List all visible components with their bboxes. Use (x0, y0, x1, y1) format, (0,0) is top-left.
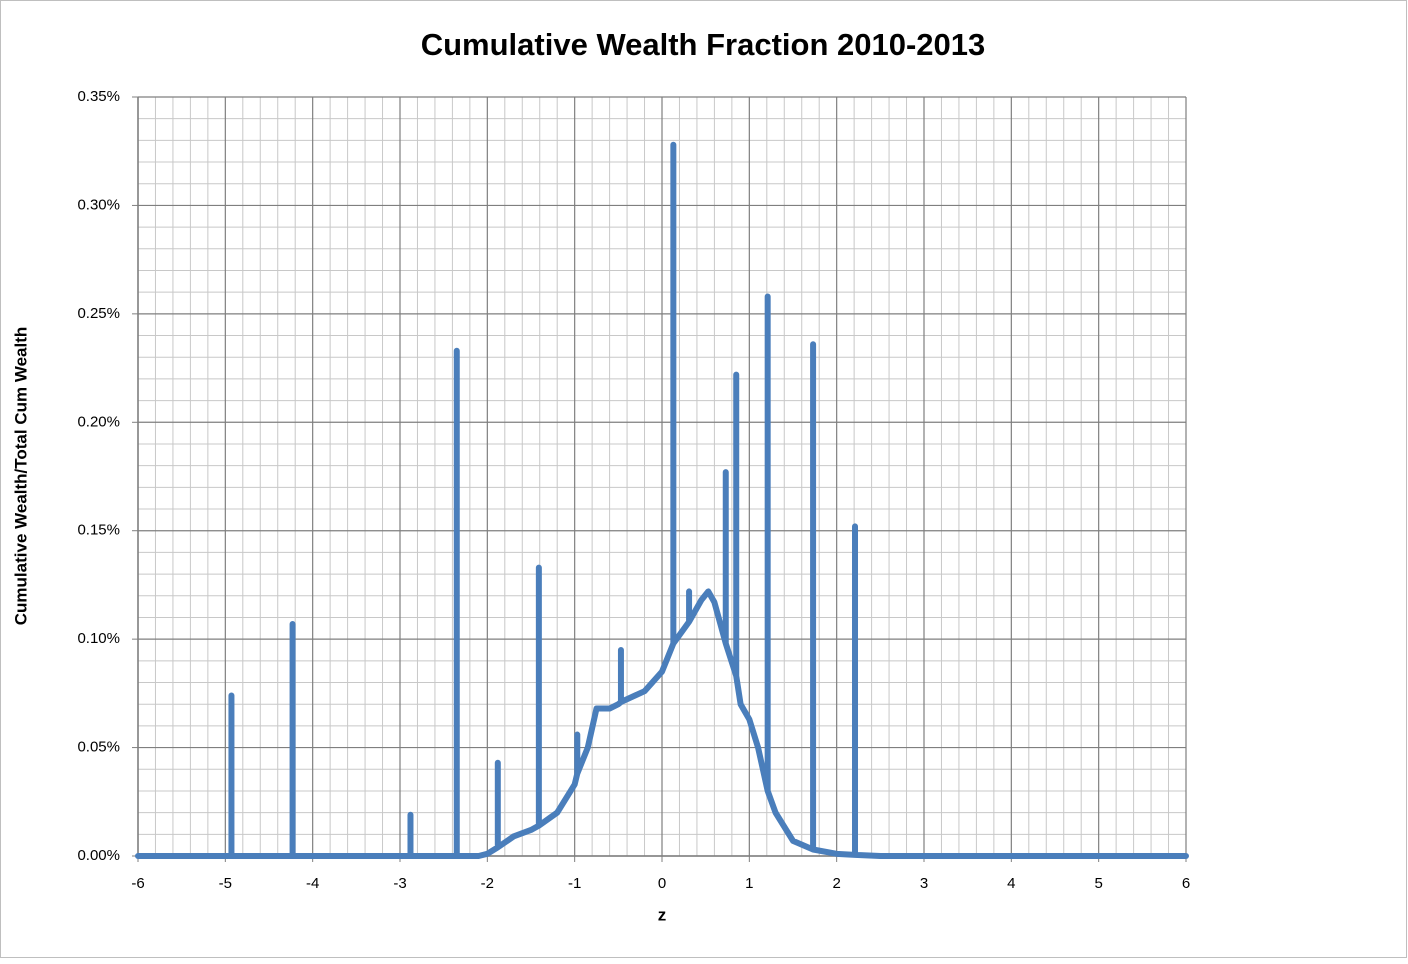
y-tick-label: 0.25% (77, 305, 120, 322)
x-tick-label: 5 (1094, 875, 1102, 892)
x-tick-label: -6 (131, 875, 144, 892)
y-tick-label: 0.15% (77, 522, 120, 539)
y-axis-title: Cumulative Wealth/Total Cum Wealth (11, 327, 30, 625)
y-tick-label: 0.20% (77, 413, 120, 430)
x-tick-label: -4 (306, 875, 319, 892)
x-tick-label: -1 (568, 875, 581, 892)
x-tick-label: 6 (1182, 875, 1190, 892)
y-tick-label: 0.10% (77, 630, 120, 647)
y-tick-label: 0.30% (77, 196, 120, 213)
x-tick-label: 1 (745, 875, 753, 892)
x-tick-label: 3 (920, 875, 928, 892)
x-tick-label: 0 (658, 875, 666, 892)
data-line (135, 141, 1189, 859)
y-tick-label: 0.05% (77, 739, 120, 756)
x-tick-label: -5 (219, 875, 232, 892)
x-tick-label: 2 (832, 875, 840, 892)
x-tick-label: 4 (1007, 875, 1015, 892)
x-tick-label: -2 (481, 875, 494, 892)
chart-title: Cumulative Wealth Fraction 2010-2013 (421, 27, 986, 62)
y-tick-label: 0.00% (77, 847, 120, 864)
y-tick-label: 0.35% (77, 88, 120, 105)
x-tick-label: -3 (393, 875, 406, 892)
x-axis-title: z (658, 905, 667, 924)
